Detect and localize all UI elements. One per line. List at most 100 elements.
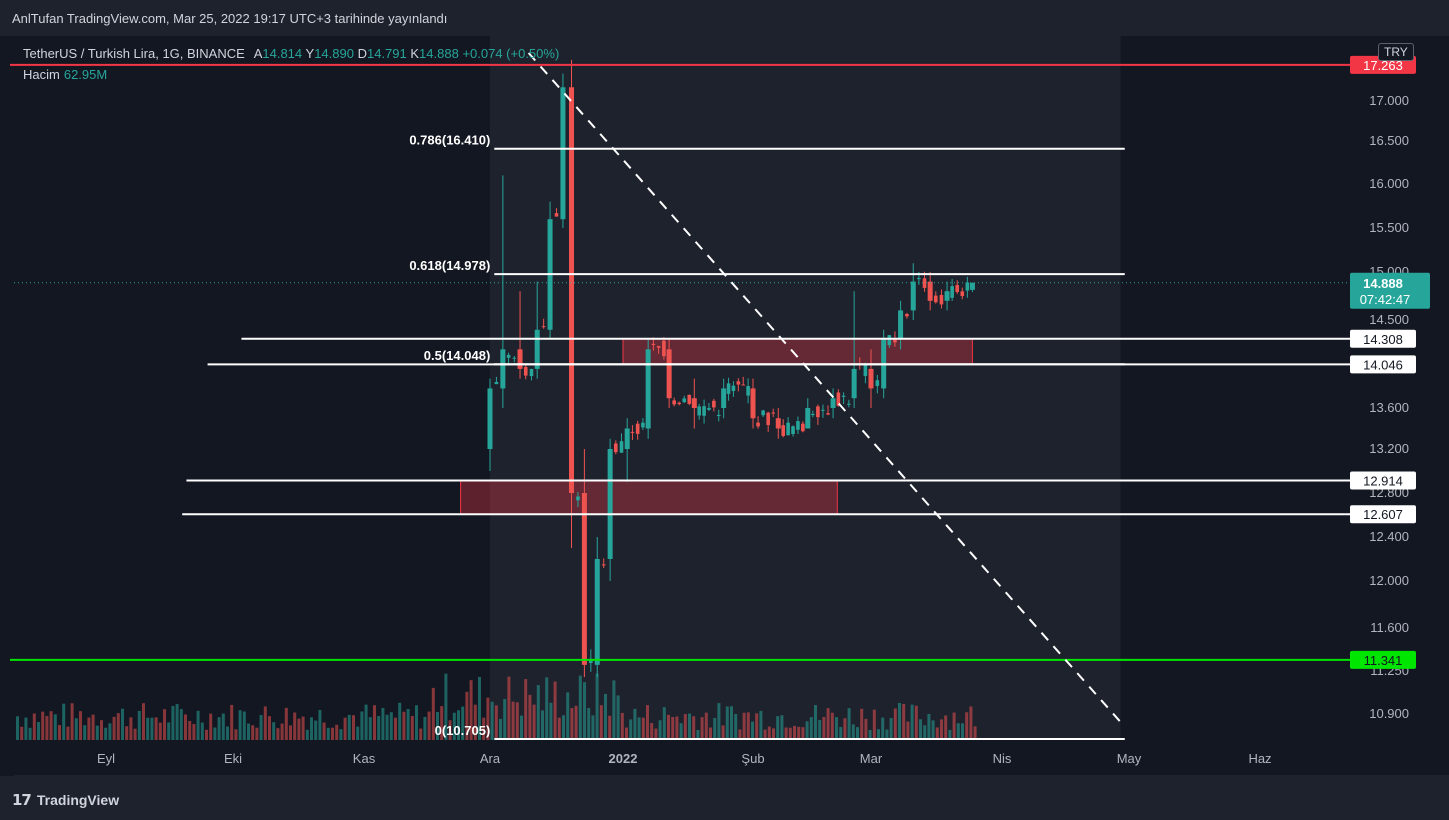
- y-tick-label: 14.500: [1369, 312, 1409, 327]
- volume-bar: [146, 717, 150, 740]
- candle-body: [487, 388, 493, 449]
- volume-bar: [53, 714, 57, 740]
- candle-body: [707, 407, 711, 410]
- candle-body: [771, 412, 776, 414]
- y-tick-label: 15.500: [1369, 220, 1409, 235]
- volume-bar: [872, 709, 876, 740]
- volume-bar: [419, 728, 423, 740]
- candle-body: [887, 335, 892, 346]
- x-tick-label: Nis: [993, 751, 1012, 766]
- candle-body: [624, 428, 630, 449]
- volume-bar: [297, 718, 301, 740]
- volume-label[interactable]: Hacim: [23, 67, 60, 82]
- change-value: +0.074 (+0.50%): [462, 46, 560, 61]
- volume-bar: [268, 716, 271, 740]
- volume-bar: [104, 727, 108, 740]
- volume-bar: [465, 691, 469, 740]
- candle-body: [955, 285, 960, 293]
- published-bar: AnlTufan TradingView.com, Mar 25, 2022 1…: [0, 0, 1449, 36]
- symbol-name[interactable]: TetherUS / Turkish Lira, 1G, BINANCE: [23, 46, 245, 61]
- volume-bar: [280, 723, 284, 740]
- candle-body: [494, 381, 499, 385]
- volume-bar: [305, 729, 309, 740]
- fib-level-label: 0.786(16.410): [409, 133, 490, 148]
- y-tick-label: 10.900: [1369, 706, 1409, 721]
- currency-button[interactable]: TRY: [1378, 43, 1414, 61]
- level-price-badge: [1350, 505, 1416, 524]
- volume-bar: [381, 707, 385, 740]
- volume-bar: [881, 717, 885, 740]
- candle-body: [761, 410, 765, 416]
- candle-body: [863, 364, 868, 376]
- volume-bar: [566, 692, 570, 740]
- volume-bar: [835, 717, 838, 740]
- fib-level-label: 0(10.705): [435, 723, 491, 738]
- candle-body: [801, 423, 805, 432]
- candle-body: [517, 349, 523, 369]
- volume-bar: [251, 725, 255, 740]
- candle-body: [512, 357, 517, 359]
- candle-body: [554, 213, 559, 217]
- volume-bar: [793, 725, 796, 740]
- volume-bar: [209, 713, 213, 740]
- volume-bar: [898, 702, 901, 740]
- volume-bar: [696, 729, 700, 740]
- volume-bar: [364, 704, 368, 740]
- candle-body: [736, 381, 741, 385]
- y-tick-label: 12.400: [1369, 529, 1409, 544]
- candle-body: [662, 340, 666, 357]
- y-tick-label: 12.000: [1369, 573, 1409, 588]
- volume-bar: [339, 729, 343, 740]
- volume-bar: [507, 676, 511, 740]
- x-tick-label: Şub: [741, 751, 764, 766]
- volume-bar: [16, 716, 19, 740]
- low-label: D: [357, 46, 367, 61]
- volume-bar: [322, 722, 326, 740]
- volume-bar: [830, 712, 834, 740]
- x-tick-label: Kas: [353, 751, 376, 766]
- level-price-label: 17.263: [1363, 58, 1403, 73]
- volume-bar: [629, 719, 633, 740]
- volume-bar: [100, 720, 103, 740]
- volume-bar: [289, 725, 292, 740]
- candle-body: [791, 426, 795, 434]
- volume-bar: [234, 729, 238, 740]
- candle-body: [756, 422, 760, 427]
- x-tick-label: Eyl: [97, 751, 115, 766]
- volume-legend: Hacim 62.95M: [23, 67, 107, 82]
- volume-bar: [121, 708, 124, 740]
- volume-bar: [620, 712, 624, 740]
- supply-demand-zone: [622, 338, 973, 365]
- candle-body: [712, 400, 716, 408]
- volume-bar: [91, 714, 95, 740]
- volume-bar: [935, 727, 939, 740]
- volume-bar: [721, 725, 725, 740]
- volume-bar: [860, 708, 864, 740]
- volume-bar: [851, 724, 855, 740]
- volume-bar: [79, 711, 82, 740]
- volume-bar: [343, 717, 347, 740]
- volume-bar: [452, 712, 456, 740]
- y-tick-label: 11.600: [1370, 620, 1409, 635]
- volume-bar: [200, 722, 204, 740]
- candle-body: [746, 386, 750, 396]
- y-tick-label: 13.600: [1369, 400, 1409, 415]
- level-price-label: 12.607: [1363, 507, 1403, 522]
- candle-body: [731, 385, 736, 392]
- tradingview-brand[interactable]: 17 TradingView: [12, 791, 119, 809]
- candle-body: [541, 326, 546, 328]
- candle-body: [691, 398, 697, 408]
- volume-bar: [788, 727, 792, 740]
- volume-bar: [511, 701, 515, 740]
- level-price-label: 14.046: [1363, 357, 1403, 372]
- volume-bar: [562, 715, 565, 740]
- volume-bar: [746, 712, 750, 740]
- volume-bar: [457, 710, 460, 740]
- volume-bar: [902, 703, 906, 740]
- y-tick-label: 16.500: [1369, 133, 1409, 148]
- volume-bar: [877, 729, 880, 740]
- candle-body: [821, 409, 825, 411]
- volume-bar: [368, 717, 372, 740]
- volume-bar: [713, 717, 717, 740]
